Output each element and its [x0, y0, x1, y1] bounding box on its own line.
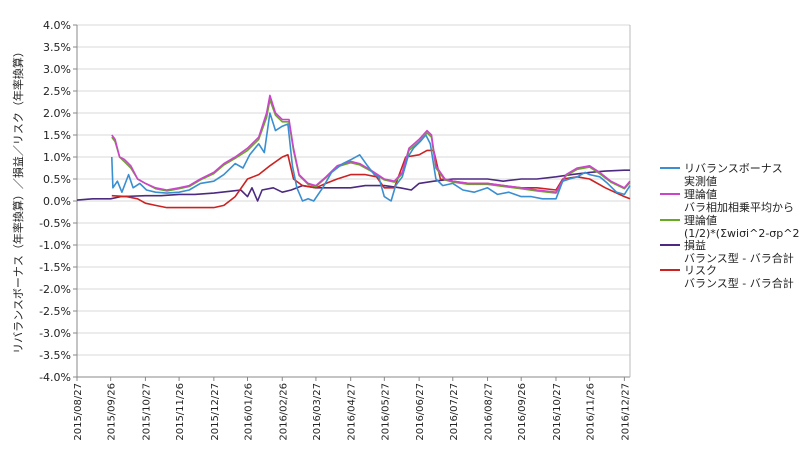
y-tick-label: -1.0% [39, 239, 71, 252]
x-tick-label: 2016/11/26 [586, 383, 597, 441]
legend-label-sub: バラ相加相乗平均から [684, 201, 794, 214]
y-tick-label: -0.5% [39, 217, 71, 230]
y-tick-label: 4.0% [43, 19, 71, 32]
legend-label: 理論値 [684, 213, 717, 227]
x-tick-label: 2015/12/27 [210, 383, 221, 441]
x-tick-label: 2016/09/26 [517, 383, 528, 441]
y-tick-label: -4.0% [39, 371, 71, 384]
y-tick-label: -3.0% [39, 327, 71, 340]
x-tick-label: 2015/10/27 [141, 383, 152, 441]
x-tick-label: 2016/06/27 [415, 383, 426, 441]
legend-label-sub: バランス型 - バラ合計 [684, 276, 794, 290]
legend: リバランスボーナス実測値理論値バラ相加相乗平均から理論値(1/2)*(Σwiσi… [660, 162, 800, 290]
legend-label: リスク [684, 264, 717, 277]
legend-label-sub: (1/2)*(Σwiσi^2-σp^2) [684, 227, 800, 240]
y-tick-label: -2.0% [39, 283, 71, 296]
x-tick-label: 2016/10/27 [552, 383, 563, 441]
x-tick-label: 2016/02/26 [278, 383, 289, 441]
x-tick-label: 2016/04/27 [347, 383, 358, 441]
x-tick-label: 2016/05/27 [380, 383, 391, 441]
y-tick-label: 3.0% [43, 63, 71, 76]
legend-label-sub: バランス型 - バラ合計 [684, 251, 794, 265]
x-tick-label: 2016/01/26 [243, 383, 254, 441]
legend-label-sub: 実測値 [684, 174, 717, 188]
x-tick-label: 2016/03/27 [312, 383, 323, 441]
x-tick-label: 2015/09/26 [107, 383, 118, 441]
x-tick-label: 2015/08/27 [73, 383, 84, 441]
x-tick-labels: 2015/08/27 2015/09/26 2015/10/27 2015/11/26… [73, 383, 631, 441]
y-tick-label: -2.5% [39, 305, 71, 318]
series-line-3 [76, 169, 630, 202]
x-tick-label: 2016/12/27 [620, 383, 631, 441]
x-tick-label: 2016/07/27 [449, 383, 460, 441]
series-line-1 [111, 94, 631, 193]
x-tick-label: 2016/08/27 [484, 383, 495, 441]
legend-label: リバランスボーナス [684, 162, 783, 175]
y-tick-label: -1.5% [39, 261, 71, 274]
series-lines [76, 94, 631, 209]
legend-label: 理論値 [684, 187, 717, 201]
y-tick-label: 0.5% [43, 173, 71, 186]
y-tick-labels: 4.0% 3.5% 3.0% 2.5% 2.0% 1.5% 1.0% 0.5% 0.0% -0.5… [39, 19, 71, 384]
x-tick-label: 2015/11/26 [175, 383, 186, 441]
y-tick-label: 1.5% [43, 129, 71, 142]
legend-label: 損益 [684, 238, 706, 252]
series-line-0 [111, 112, 631, 202]
y-tick-label: 3.5% [43, 41, 71, 54]
y-tick-label: 1.0% [43, 151, 71, 164]
y-tick-label: 0.0% [43, 195, 71, 208]
y-axis-label: リバランスボーナス（年率換算）／損益／リスク（年率換算） [11, 46, 25, 354]
y-tick-label: 2.0% [43, 107, 71, 120]
y-tick-label: 2.5% [43, 85, 71, 98]
axes [73, 24, 631, 381]
y-tick-label: -3.5% [39, 349, 71, 362]
series-line-4 [111, 149, 631, 209]
